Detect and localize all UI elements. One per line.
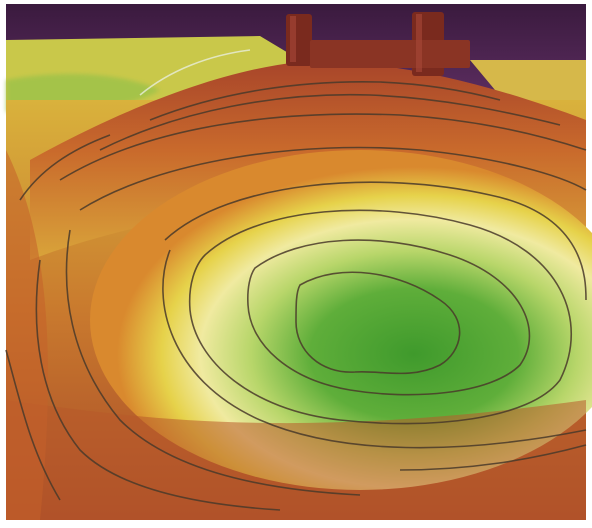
block-highlight <box>290 16 296 62</box>
contour-line <box>399 444 587 471</box>
contour-line <box>35 259 281 511</box>
contour-line <box>65 229 361 496</box>
contour-line <box>149 80 501 121</box>
contour-line <box>79 146 587 211</box>
cable <box>139 49 251 96</box>
contour-line <box>99 93 561 151</box>
contour-line <box>5 349 61 501</box>
wooden-blocks <box>286 12 470 76</box>
foreground-slope <box>6 400 586 520</box>
block-highlight <box>416 14 422 72</box>
contour-lines <box>5 80 587 511</box>
contour-line <box>188 209 573 425</box>
contour-line <box>19 134 111 201</box>
contour-line <box>295 271 461 375</box>
wooden-block <box>310 40 470 68</box>
left-slope <box>6 150 48 520</box>
contour-line <box>247 239 531 396</box>
contour-line <box>164 181 587 301</box>
green-basin <box>90 150 592 490</box>
sand-grain <box>6 36 586 520</box>
contour-line <box>59 113 587 181</box>
contour-line <box>162 249 587 449</box>
